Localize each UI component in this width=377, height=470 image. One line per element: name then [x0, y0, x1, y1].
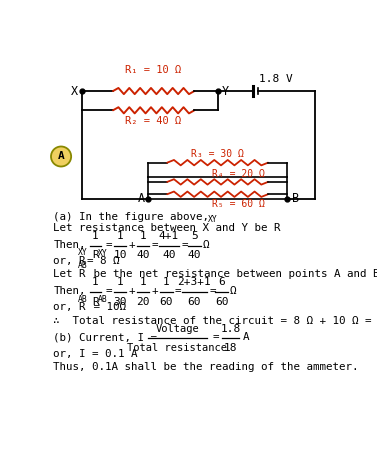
- Text: R: R: [92, 251, 98, 260]
- Text: =: =: [212, 332, 219, 343]
- Text: 40: 40: [188, 251, 201, 260]
- Text: XY: XY: [78, 248, 88, 258]
- Text: 20: 20: [136, 297, 150, 306]
- Text: = 8 Ω: = 8 Ω: [87, 256, 120, 266]
- Text: =: =: [175, 286, 181, 296]
- Text: B: B: [291, 192, 299, 205]
- Text: 6: 6: [218, 277, 225, 287]
- Text: R: R: [92, 297, 98, 306]
- Text: +: +: [129, 286, 135, 296]
- Text: 1: 1: [163, 277, 170, 287]
- Text: =: =: [209, 286, 216, 296]
- Text: Total resistance: Total resistance: [127, 343, 227, 353]
- Text: +: +: [152, 286, 158, 296]
- Text: Thus, 0.1A shall be the reading of the ammeter.: Thus, 0.1A shall be the reading of the a…: [53, 362, 359, 372]
- Text: X: X: [71, 85, 78, 98]
- Text: ∴  Total resistance of the circuit = 8 Ω + 10 Ω = 18Ω: ∴ Total resistance of the circuit = 8 Ω …: [53, 315, 377, 326]
- Text: =: =: [106, 286, 112, 296]
- Text: Then,: Then,: [53, 286, 86, 296]
- Text: 1.8: 1.8: [221, 324, 241, 334]
- Text: AB: AB: [78, 261, 88, 270]
- Text: 1: 1: [92, 231, 98, 241]
- Text: Then,: Then,: [53, 240, 86, 250]
- Text: 40: 40: [136, 251, 150, 260]
- Text: XY: XY: [98, 249, 108, 258]
- Text: Let R: Let R: [53, 269, 86, 279]
- Text: 1.8 V: 1.8 V: [259, 75, 293, 85]
- Text: (a) In the figure above,: (a) In the figure above,: [53, 212, 209, 221]
- Text: A: A: [58, 151, 64, 162]
- Text: 10: 10: [113, 251, 127, 260]
- Text: =: =: [152, 240, 158, 250]
- Text: 5: 5: [191, 231, 198, 241]
- Text: 1: 1: [116, 277, 123, 287]
- Text: Y: Y: [222, 85, 229, 98]
- Text: 18: 18: [224, 343, 238, 353]
- Text: or, R: or, R: [53, 302, 86, 313]
- Text: 60: 60: [160, 297, 173, 306]
- Text: Ω: Ω: [230, 286, 236, 296]
- Text: 60: 60: [215, 297, 228, 306]
- Text: Ω: Ω: [203, 240, 209, 250]
- Text: or, R: or, R: [53, 256, 86, 266]
- Text: XY: XY: [208, 215, 218, 224]
- Circle shape: [51, 147, 71, 166]
- Text: R₅ = 60 Ω: R₅ = 60 Ω: [212, 199, 265, 209]
- Text: R₂ = 40 Ω: R₂ = 40 Ω: [125, 116, 181, 126]
- Text: +: +: [129, 240, 135, 250]
- Text: = 10Ω: = 10Ω: [87, 302, 126, 313]
- Text: A: A: [138, 192, 145, 205]
- Text: 30: 30: [113, 297, 127, 306]
- Text: AB: AB: [98, 295, 108, 304]
- Text: =: =: [106, 240, 112, 250]
- Text: Voltage: Voltage: [155, 324, 199, 334]
- Text: be the net resistance between points A and B.: be the net resistance between points A a…: [87, 269, 377, 279]
- Text: 60: 60: [188, 297, 201, 306]
- Text: A: A: [242, 332, 249, 343]
- Text: 1: 1: [92, 277, 98, 287]
- Text: 2+3+1: 2+3+1: [178, 277, 211, 287]
- Text: AB: AB: [78, 295, 88, 304]
- Text: R₃ = 30 Ω: R₃ = 30 Ω: [191, 149, 244, 159]
- Text: R₁ = 10 Ω: R₁ = 10 Ω: [125, 65, 181, 75]
- Text: 1: 1: [116, 231, 123, 241]
- Text: 4+1: 4+1: [159, 231, 179, 241]
- Text: 1: 1: [140, 231, 147, 241]
- Text: or, I = 0.1 A: or, I = 0.1 A: [53, 349, 138, 359]
- Text: =: =: [181, 240, 188, 250]
- Text: Let resistance between X and Y be R: Let resistance between X and Y be R: [53, 223, 281, 233]
- Text: (b) Current, I =: (b) Current, I =: [53, 332, 164, 343]
- Text: R₄ = 20 Ω: R₄ = 20 Ω: [212, 169, 265, 179]
- Text: 40: 40: [162, 251, 176, 260]
- Text: 1: 1: [140, 277, 147, 287]
